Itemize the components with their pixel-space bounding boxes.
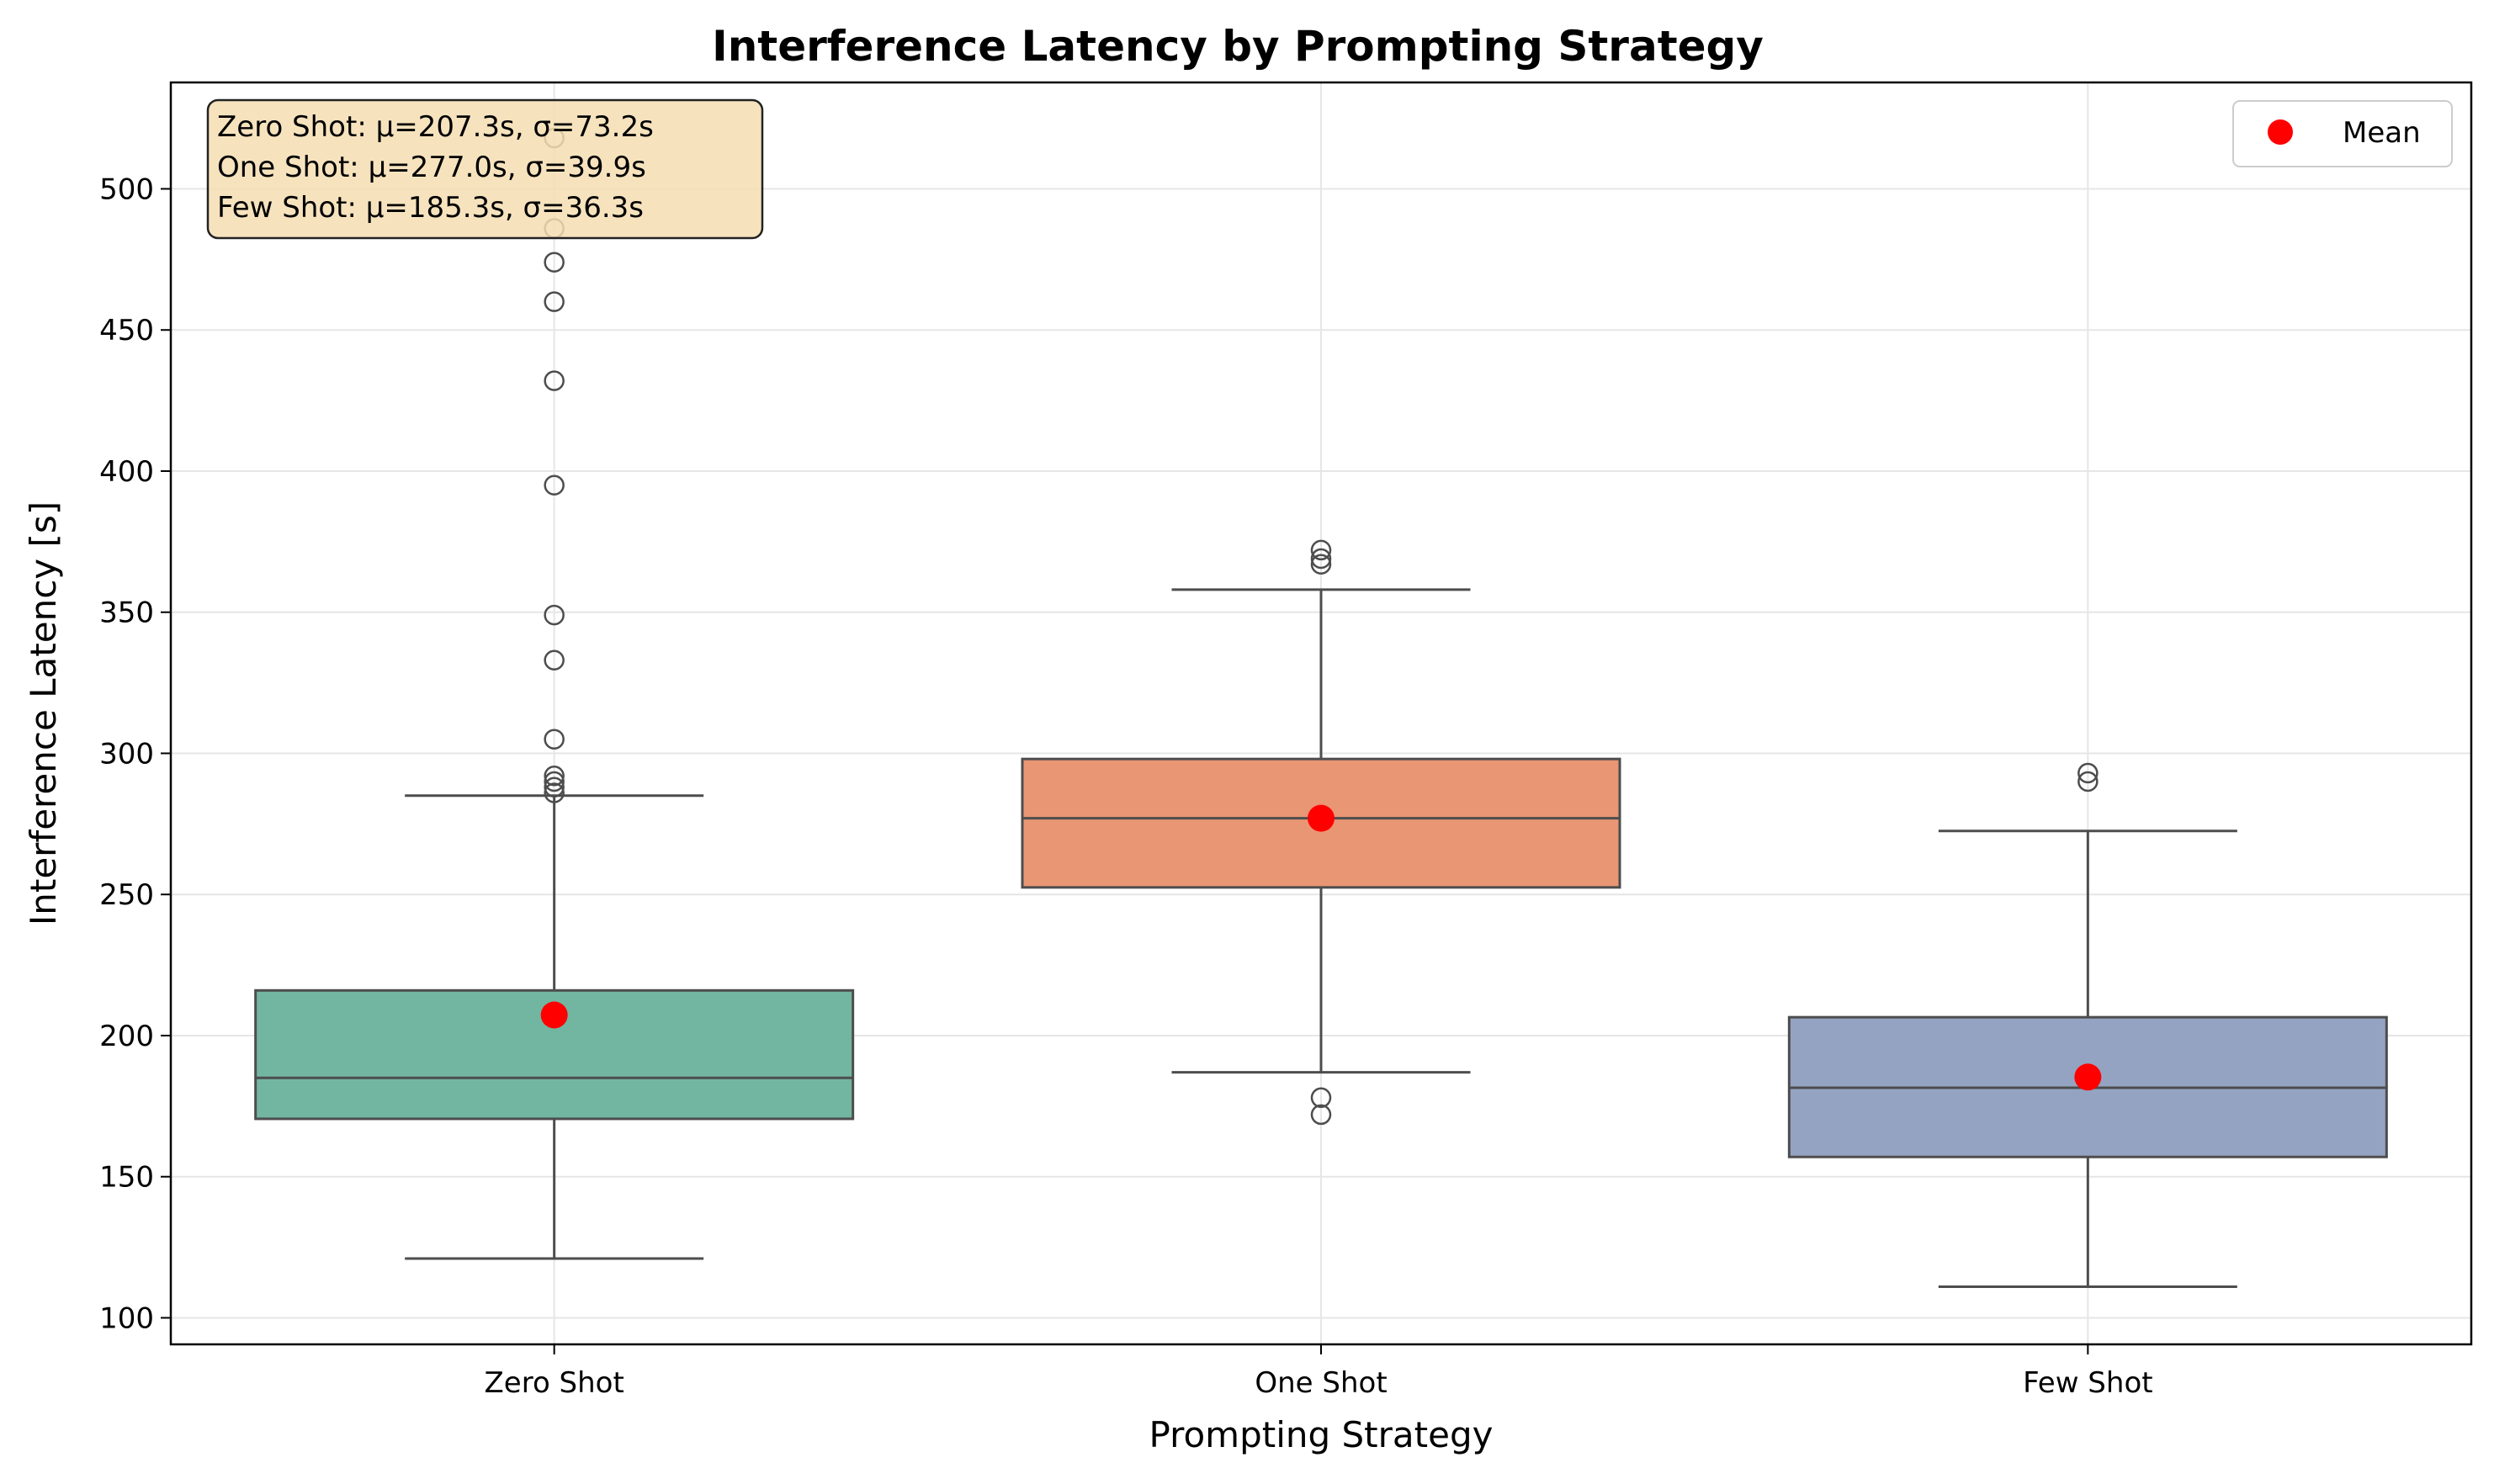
y-tick-label: 300	[99, 737, 154, 771]
y-tick-label: 150	[99, 1161, 154, 1195]
y-tick-label: 200	[99, 1020, 154, 1053]
mean-marker	[1308, 804, 1335, 832]
box-one-shot	[1021, 539, 1621, 1126]
y-tick-label: 450	[99, 314, 154, 347]
outlier-point	[2077, 762, 2099, 784]
x-axis-label: Prompting Strategy	[1149, 1414, 1494, 1455]
outlier-point	[544, 776, 565, 798]
stats-line-one-shot: One Shot: μ=277.0s, σ=39.9s	[217, 151, 646, 184]
legend-frame	[2232, 100, 2453, 167]
outlier-point	[1310, 539, 1332, 561]
y-tick-label: 100	[99, 1301, 154, 1335]
legend-mean-marker	[2268, 119, 2293, 145]
stats-box-background	[206, 98, 764, 240]
outlier-point	[544, 766, 565, 787]
outlier-point	[1310, 1104, 1332, 1126]
outlier-point	[544, 771, 565, 792]
y-tick-label: 500	[99, 172, 154, 206]
axis-ticks: 100 150 200 250 300 350 400 450 500 Zero Shot One …	[99, 172, 2152, 1400]
box-few-shot	[1787, 762, 2388, 1289]
box-zero-shot	[254, 127, 855, 1260]
outlier-point	[544, 649, 565, 671]
outlier-point	[544, 252, 565, 273]
outlier-point	[2077, 771, 2099, 792]
iqr-box	[1021, 757, 1621, 889]
legend: Mean	[2232, 100, 2453, 167]
mean-marker	[540, 1001, 568, 1029]
stats-line-few-shot: Few Shot: μ=185.3s, σ=36.3s	[217, 191, 644, 225]
outlier-point	[544, 370, 565, 391]
outlier-point	[1310, 548, 1332, 570]
outlier-point	[544, 474, 565, 496]
y-tick-label: 250	[99, 878, 154, 912]
y-tick-label: 400	[99, 455, 154, 489]
y-axis-label: Interference Latency [s]	[23, 501, 64, 925]
mean-marker	[2074, 1063, 2102, 1091]
stats-box: Zero Shot: μ=207.3s, σ=73.2s One Shot: μ…	[206, 98, 764, 240]
outlier-point	[544, 782, 565, 803]
x-tick-label: One Shot	[1255, 1366, 1387, 1400]
boxes	[254, 127, 2388, 1289]
x-tick-label: Zero Shot	[485, 1366, 624, 1400]
outlier-point	[1310, 554, 1332, 575]
y-tick-label: 350	[99, 596, 154, 630]
stats-line-zero-shot: Zero Shot: μ=207.3s, σ=73.2s	[217, 110, 654, 144]
legend-mean-label: Mean	[2343, 116, 2421, 150]
chart-title: Interference Latency by Prompting Strate…	[712, 22, 1764, 71]
outlier-point	[544, 291, 565, 312]
x-tick-label: Few Shot	[2023, 1366, 2153, 1400]
outlier-point	[544, 604, 565, 626]
outlier-point	[544, 729, 565, 750]
outlier-point	[1310, 1087, 1332, 1109]
